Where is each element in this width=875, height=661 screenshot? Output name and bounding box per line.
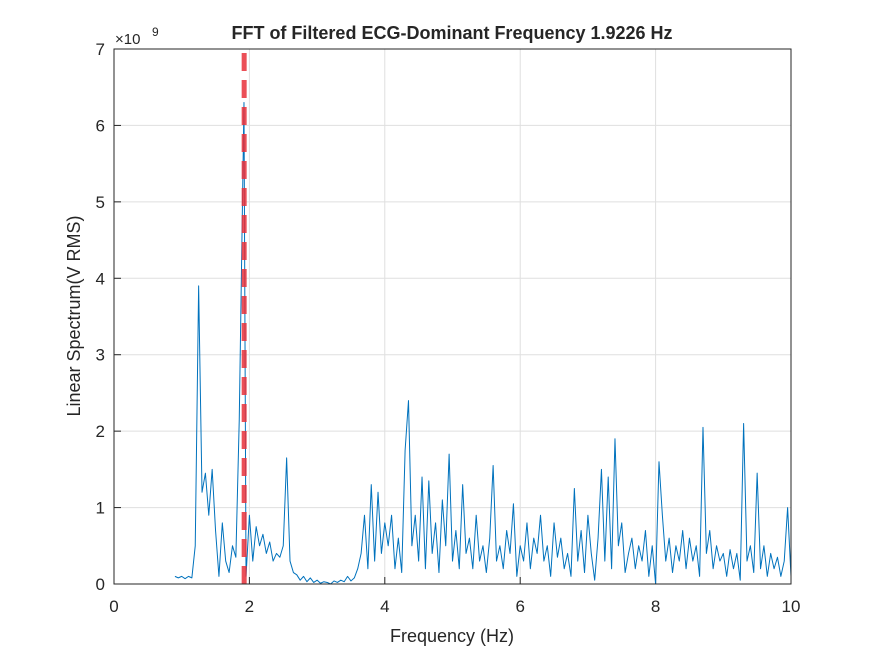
y-exponent-base: ×10 bbox=[115, 31, 140, 48]
y-exponent-power: 9 bbox=[152, 25, 159, 39]
y-tick-label: 0 bbox=[96, 575, 105, 594]
chart-title: FFT of Filtered ECG-Dominant Frequency 1… bbox=[231, 23, 672, 43]
spectrum-line bbox=[174, 102, 792, 585]
y-tick-label: 4 bbox=[96, 269, 105, 288]
axes-box bbox=[113, 48, 792, 585]
x-tick-label: 2 bbox=[245, 597, 254, 616]
y-tick-label: 7 bbox=[96, 40, 105, 59]
x-tick-label: 0 bbox=[109, 597, 118, 616]
y-tick-label: 6 bbox=[96, 116, 105, 135]
x-axis-label: Frequency (Hz) bbox=[390, 626, 514, 646]
y-tick-label: 2 bbox=[96, 422, 105, 441]
y-axis-label: Linear Spectrum(V RMS) bbox=[64, 215, 84, 416]
x-tick-label: 6 bbox=[515, 597, 524, 616]
y-tick-label: 5 bbox=[96, 193, 105, 212]
y-tick-label: 1 bbox=[96, 499, 105, 518]
x-tick-label: 10 bbox=[782, 597, 801, 616]
y-tick-label: 3 bbox=[96, 346, 105, 365]
x-tick-label: 8 bbox=[651, 597, 660, 616]
x-tick-label: 4 bbox=[380, 597, 389, 616]
